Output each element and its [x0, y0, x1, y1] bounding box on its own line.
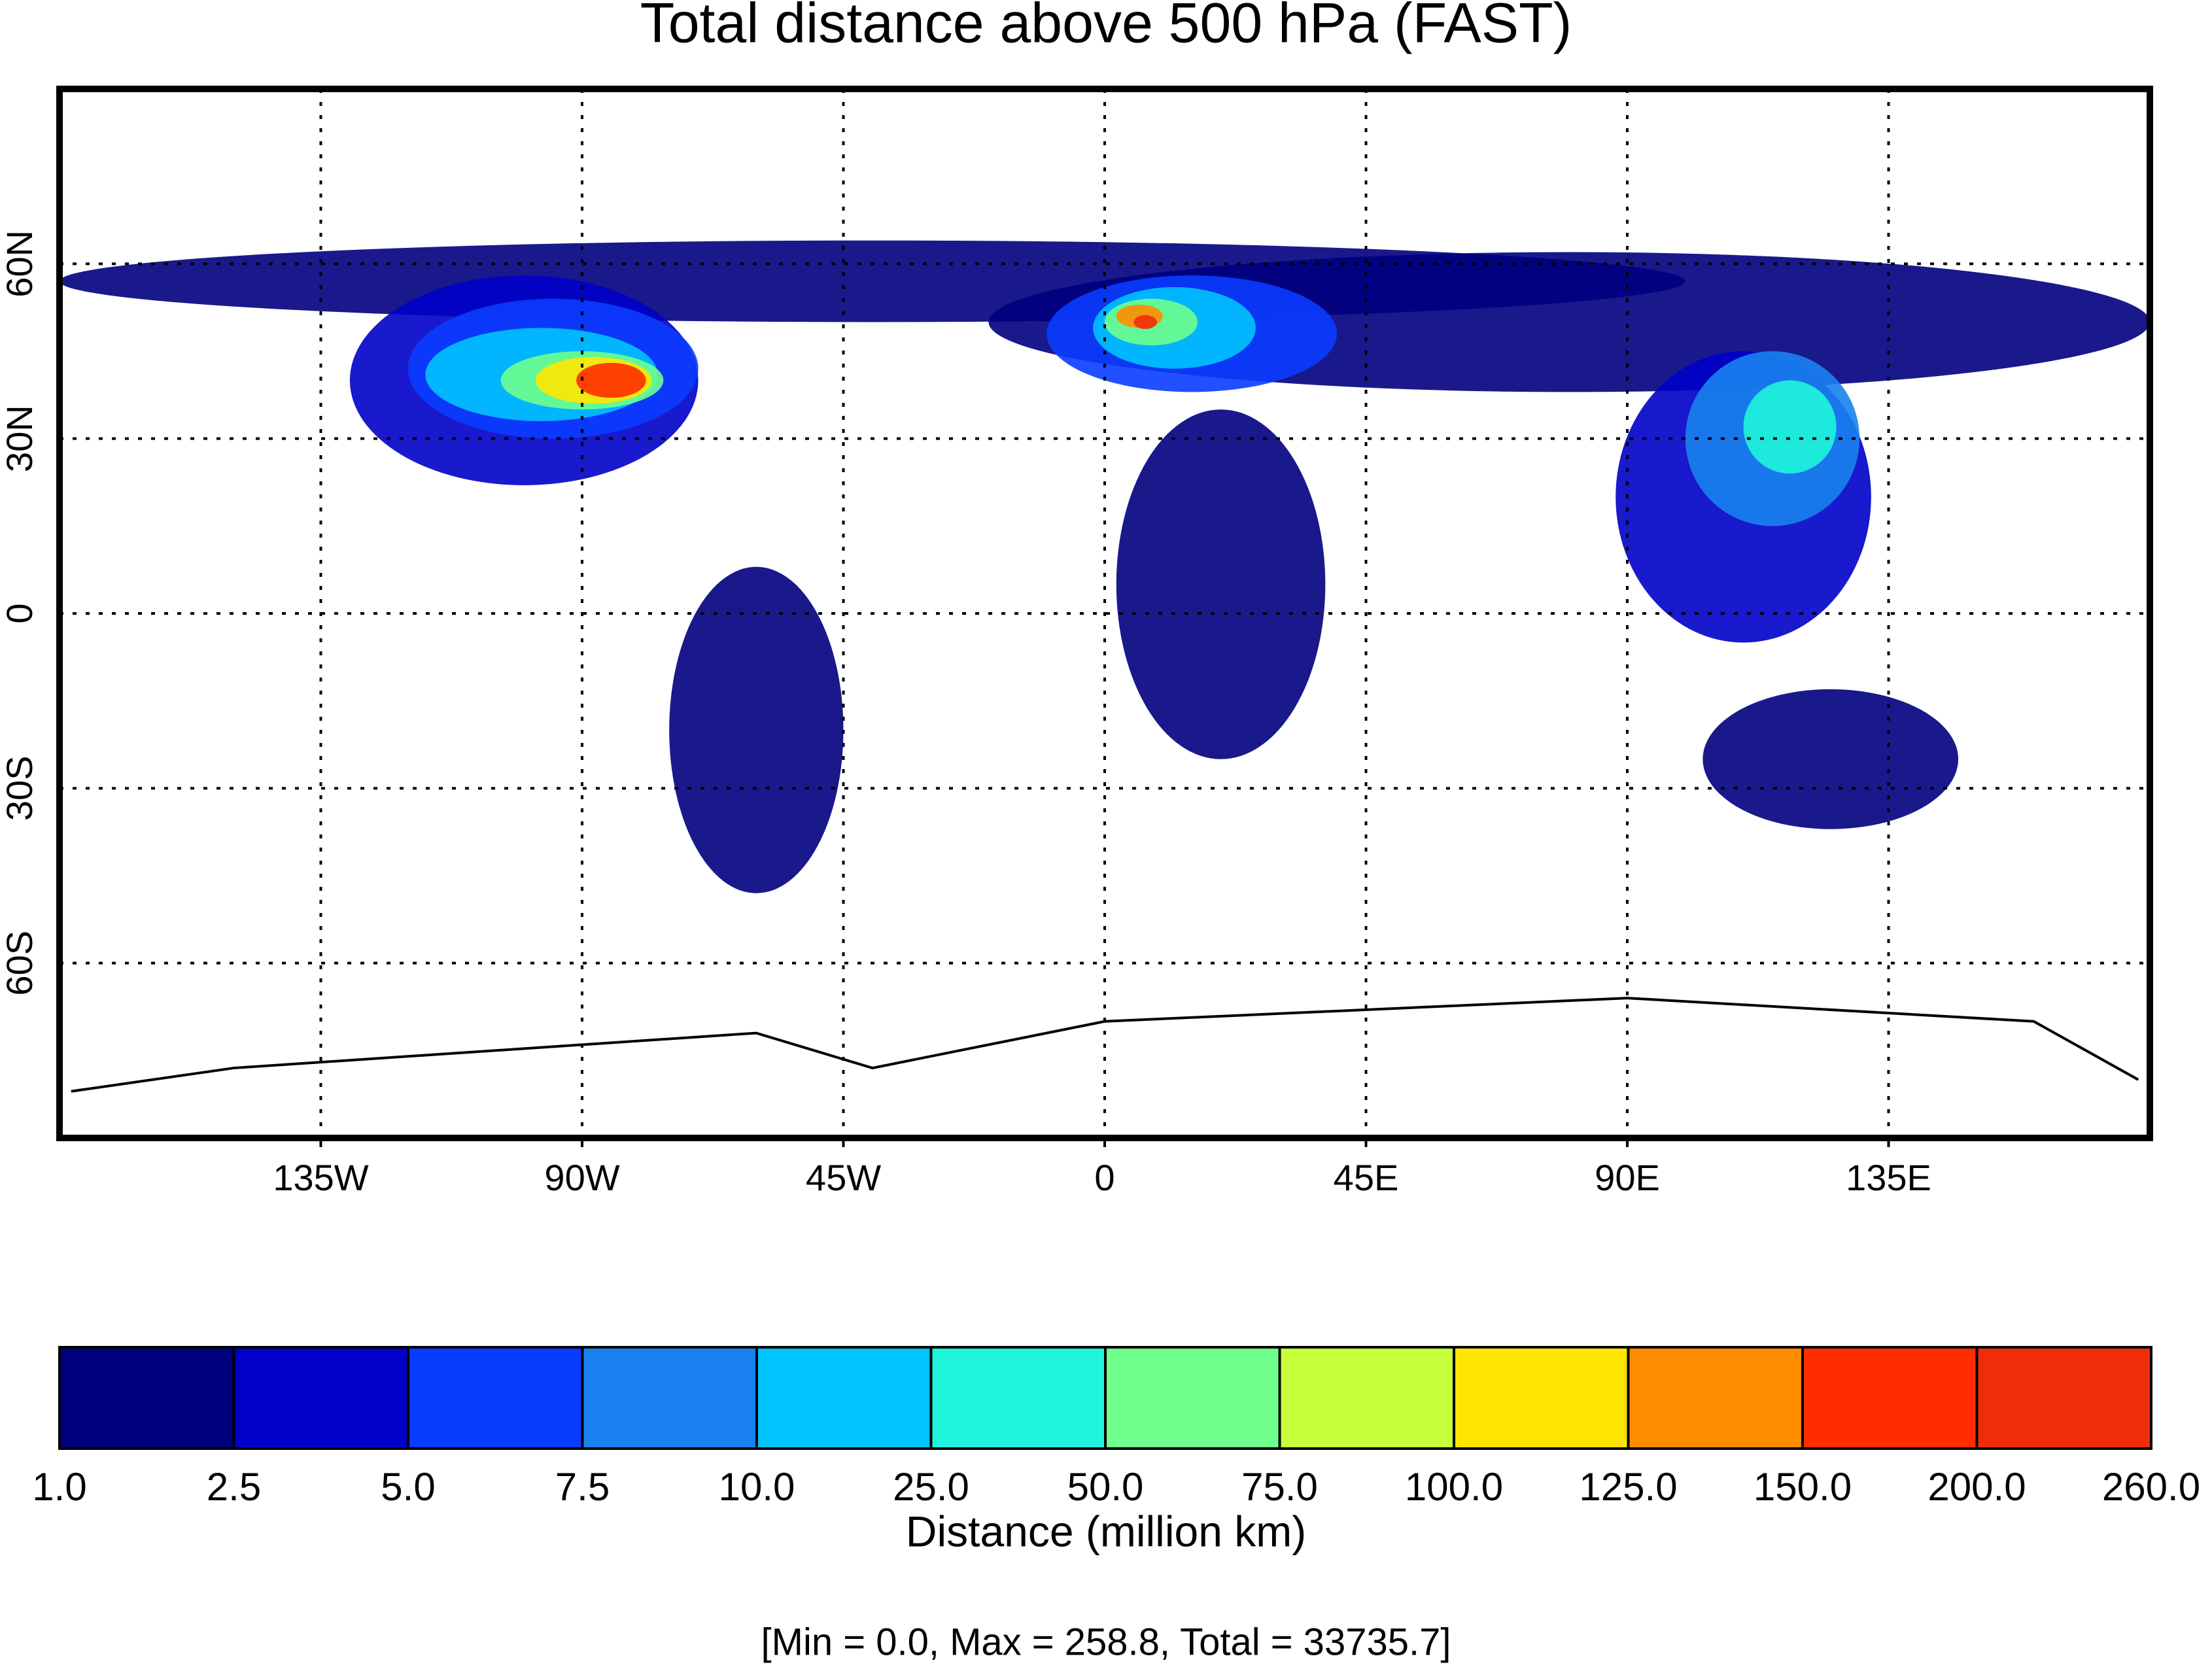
y-tick-label: 0 [0, 603, 40, 623]
density-blob [576, 362, 646, 398]
colorbar-bin [1975, 1346, 2152, 1450]
colorbar-tick-label: 125.0 [1579, 1465, 1677, 1509]
colorbar-bin [1453, 1346, 1630, 1450]
colorbar-bin [1627, 1346, 1804, 1450]
x-tick-label: 45W [806, 1157, 881, 1198]
colorbar-bin [755, 1346, 933, 1450]
colorbar-label: Distance (million km) [906, 1507, 1306, 1555]
colorbar-tick-label: 25.0 [893, 1465, 969, 1509]
colorbar-tick-label: 10.0 [719, 1465, 795, 1509]
coastline [71, 997, 2139, 1093]
chart-title: Total distance above 500 hPa (FAST) [640, 0, 1572, 55]
colorbar-tick-label: 5.0 [381, 1465, 435, 1509]
colorbar-tick-label: 150.0 [1754, 1465, 1852, 1509]
colorbar-tick-label: 7.5 [555, 1465, 610, 1509]
colorbar-bin [929, 1346, 1107, 1450]
y-tick-label: 30N [0, 405, 40, 472]
colorbar-tick-label: 200.0 [1927, 1465, 2026, 1509]
map-frame [56, 86, 2153, 1141]
density-blob [1743, 380, 1837, 474]
colorbar-tick-label: 50.0 [1067, 1465, 1144, 1509]
colorbar-tick-label: 2.5 [207, 1465, 261, 1509]
density-blob [1116, 409, 1326, 759]
colorbar-tick-label: 1.0 [32, 1465, 86, 1509]
colorbar-tick-label: 100.0 [1405, 1465, 1503, 1509]
y-tick-label: 60S [0, 931, 40, 996]
colorbar-bin [581, 1346, 758, 1450]
colorbar-tick-label: 75.0 [1241, 1465, 1318, 1509]
stats-text: [Min = 0.0, Max = 258.8, Total = 33735.7… [761, 1621, 1451, 1663]
colorbar-bin [407, 1346, 584, 1450]
colorbar-bin [232, 1346, 409, 1450]
colorbar-bin [1278, 1346, 1455, 1450]
colorbar-bin [58, 1346, 235, 1450]
density-blob [1702, 689, 1959, 829]
colorbar-bin [1801, 1346, 1979, 1450]
density-field [60, 240, 2150, 893]
x-tick-label: 0 [1094, 1157, 1115, 1198]
density-blob [669, 566, 844, 893]
x-tick-label: 135W [273, 1157, 368, 1198]
density-blob [1133, 315, 1157, 330]
y-tick-label: 30S [0, 756, 40, 821]
x-tick-label: 135E [1846, 1157, 1931, 1198]
x-tick-label: 90W [544, 1157, 619, 1198]
x-tick-label: 45E [1334, 1157, 1399, 1198]
colorbar-bin [1104, 1346, 1281, 1450]
x-tick-label: 90E [1595, 1157, 1660, 1198]
colorbar-tick-label: 260.0 [2102, 1465, 2200, 1509]
y-tick-label: 60N [0, 230, 40, 298]
